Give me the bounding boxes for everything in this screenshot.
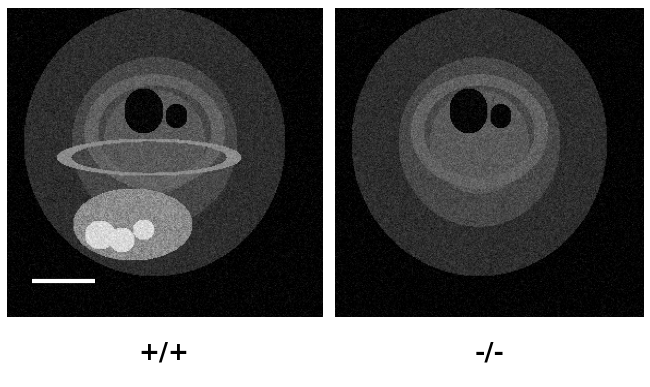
Text: -/-: -/- bbox=[474, 340, 504, 364]
Text: +/+: +/+ bbox=[138, 340, 190, 364]
